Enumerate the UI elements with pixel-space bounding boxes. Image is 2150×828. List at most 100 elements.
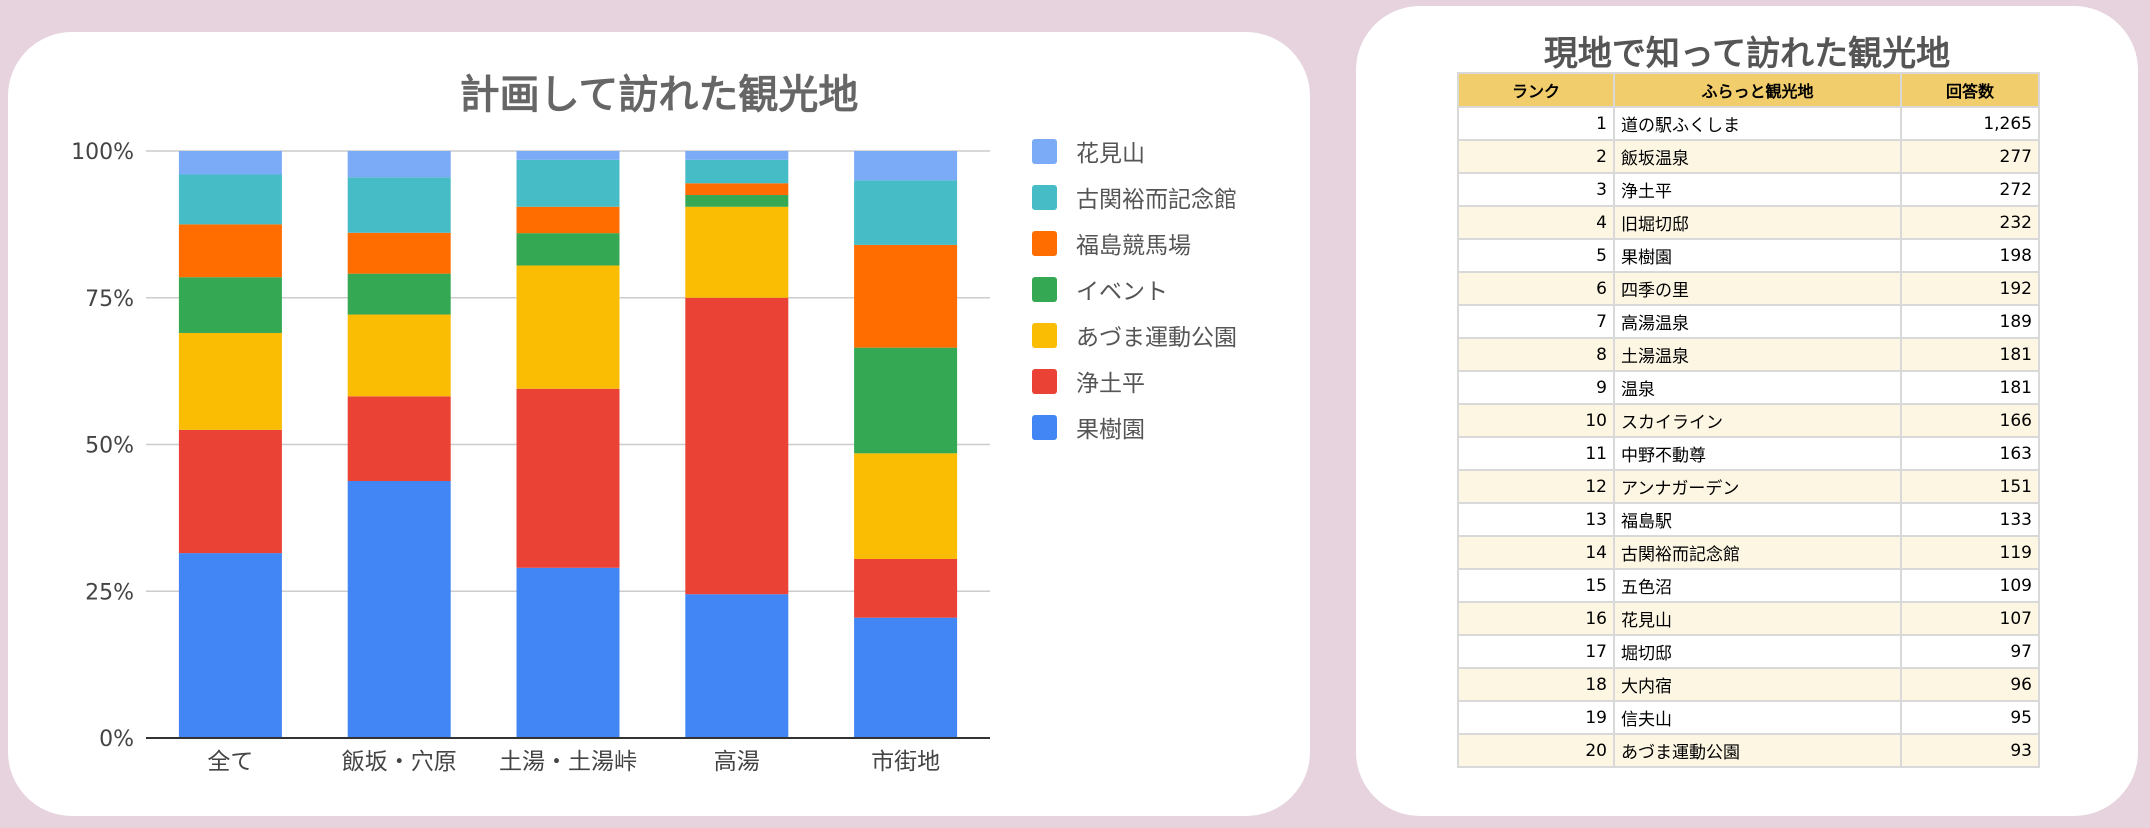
count-cell: 163 <box>1900 436 2040 471</box>
bar-segment <box>854 347 958 454</box>
count-cell: 93 <box>1900 733 2040 768</box>
spot-name-cell: 旧堀切邸 <box>1613 205 1902 240</box>
bar-segment <box>347 177 451 233</box>
table-row: 2 飯坂温泉 277 <box>1457 139 2040 174</box>
table-row: 1 道の駅ふくしま 1,265 <box>1457 106 2040 141</box>
table-row: 19 信夫山 95 <box>1457 700 2040 735</box>
bar-segment <box>685 206 789 298</box>
count-cell: 1,265 <box>1900 106 2040 141</box>
bar-segment <box>685 151 789 160</box>
y-tick-label: 75% <box>85 287 134 312</box>
bar-segment <box>685 195 789 207</box>
y-tick-label: 25% <box>85 580 134 605</box>
bar-segment <box>685 159 789 184</box>
bar-segment <box>347 151 451 178</box>
bar-segment <box>347 314 451 397</box>
rank-cell: 2 <box>1457 139 1615 174</box>
chart-title: 計画して訪れた観光地 <box>459 72 859 118</box>
count-cell: 272 <box>1900 172 2040 207</box>
count-cell: 166 <box>1900 403 2040 438</box>
table-body: 1 道の駅ふくしま 1,265 2 飯坂温泉 277 3 浄土平 272 4 旧堀切邸 232 5 果樹園… <box>1457 106 2040 768</box>
rank-cell: 12 <box>1457 469 1615 504</box>
x-tick-label: 市街地 <box>871 749 940 775</box>
table-row: 14 古関裕而記念館 119 <box>1457 535 2040 570</box>
legend-swatch <box>1032 415 1057 440</box>
bar-segment <box>178 224 282 278</box>
y-tick-label: 0% <box>99 727 134 752</box>
legend-label: あづま運動公園 <box>1076 325 1237 351</box>
legend-label: イベント <box>1076 279 1168 305</box>
bar-segment <box>178 277 282 333</box>
count-cell: 133 <box>1900 502 2040 537</box>
bar-segment <box>516 388 620 568</box>
legend-swatch <box>1032 323 1057 348</box>
table-row: 11 中野不動尊 163 <box>1457 436 2040 471</box>
stacked-bar-chart: 0% 25% 50% 75% 100% 全て 飯坂・穴原 土湯・土湯峠 高湯 市街地 花見山古関裕而… <box>71 139 1237 775</box>
table-row: 7 高湯温泉 189 <box>1457 304 2040 339</box>
spot-name-cell: 花見山 <box>1613 601 1902 636</box>
table-row: 8 土湯温泉 181 <box>1457 337 2040 372</box>
spot-name-cell: 土湯温泉 <box>1613 337 1902 372</box>
legend-swatch <box>1032 369 1057 394</box>
table-row: 13 福島駅 133 <box>1457 502 2040 537</box>
count-cell: 232 <box>1900 205 2040 240</box>
table-row: 10 スカイライン 166 <box>1457 403 2040 438</box>
table-row: 6 四季の里 192 <box>1457 271 2040 306</box>
legend-label: 福島競馬場 <box>1076 233 1191 259</box>
rank-cell: 16 <box>1457 601 1615 636</box>
chart-card: 計画して訪れた観光地 0% 25% 50% 75% 100% 全て 飯坂・穴原 土湯・土湯峠 高… <box>8 32 1310 816</box>
bar-segment <box>854 617 958 738</box>
bar-segment <box>854 244 958 348</box>
rank-cell: 15 <box>1457 568 1615 603</box>
rank-cell: 7 <box>1457 304 1615 339</box>
spot-name-cell: アンナガーデン <box>1613 469 1902 504</box>
spot-name-cell: 大内宿 <box>1613 667 1902 702</box>
spot-name-cell: 四季の里 <box>1613 271 1902 306</box>
count-cell: 189 <box>1900 304 2040 339</box>
table-row: 17 堀切邸 97 <box>1457 634 2040 669</box>
bar-segment <box>685 594 789 738</box>
legend-label: 花見山 <box>1076 141 1145 167</box>
rank-cell: 9 <box>1457 370 1615 405</box>
table-header-row: ランク ふらっと観光地 回答数 <box>1457 72 2040 108</box>
bar-segment <box>685 183 789 196</box>
legend-swatch <box>1032 139 1057 164</box>
bar-segment <box>854 558 958 618</box>
rank-cell: 5 <box>1457 238 1615 273</box>
spot-name-cell: 温泉 <box>1613 370 1902 405</box>
table-row: 4 旧堀切邸 232 <box>1457 205 2040 240</box>
count-cell: 95 <box>1900 700 2040 735</box>
bar-segment <box>516 233 620 266</box>
bar-segment <box>854 180 958 245</box>
column-header-rank: ランク <box>1457 72 1615 108</box>
x-tick-label: 高湯 <box>714 749 760 775</box>
bar-segment <box>347 481 451 738</box>
bar-segment <box>516 159 620 207</box>
count-cell: 96 <box>1900 667 2040 702</box>
spot-name-cell: 信夫山 <box>1613 700 1902 735</box>
legend-swatch <box>1032 185 1057 210</box>
count-cell: 151 <box>1900 469 2040 504</box>
rank-cell: 4 <box>1457 205 1615 240</box>
spot-name-cell: 浄土平 <box>1613 172 1902 207</box>
spot-name-cell: 飯坂温泉 <box>1613 139 1902 174</box>
bar-segment <box>178 553 282 738</box>
bar-segment <box>347 396 451 482</box>
x-tick-label: 土湯・土湯峠 <box>499 749 637 775</box>
spot-name-cell: 道の駅ふくしま <box>1613 106 1902 141</box>
rank-cell: 19 <box>1457 700 1615 735</box>
count-cell: 107 <box>1900 601 2040 636</box>
count-cell: 119 <box>1900 535 2040 570</box>
count-cell: 192 <box>1900 271 2040 306</box>
bar-segment <box>347 273 451 315</box>
table-title: 現地で知って訪れた観光地 <box>1543 34 1951 74</box>
spot-name-cell: あづま運動公園 <box>1613 733 1902 768</box>
bar-segment <box>178 429 282 554</box>
bar-segment <box>178 174 282 225</box>
legend-swatch <box>1032 231 1057 256</box>
count-cell: 277 <box>1900 139 2040 174</box>
table-row: 20 あづま運動公園 93 <box>1457 733 2040 768</box>
count-cell: 97 <box>1900 634 2040 669</box>
rank-cell: 1 <box>1457 106 1615 141</box>
spot-name-cell: 堀切邸 <box>1613 634 1902 669</box>
